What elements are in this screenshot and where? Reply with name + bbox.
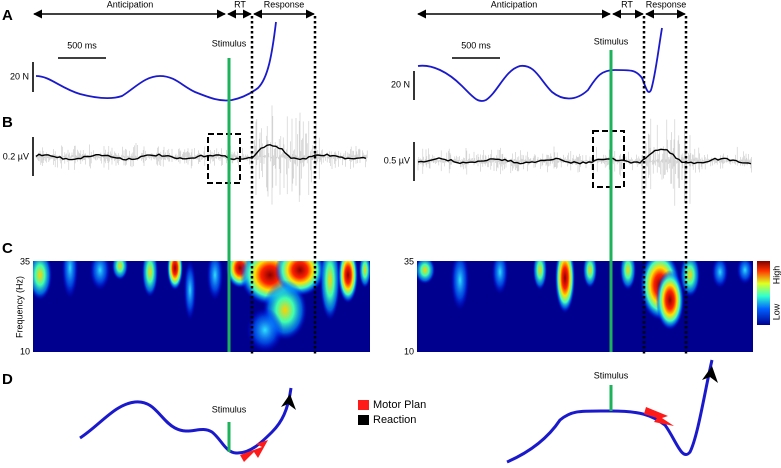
panel-label: C bbox=[2, 240, 13, 257]
legend-swatch bbox=[358, 415, 369, 425]
power-blob bbox=[620, 261, 636, 290]
power-blob bbox=[555, 261, 575, 313]
power-blob bbox=[167, 261, 183, 290]
emg-trace bbox=[35, 105, 368, 205]
force-curve bbox=[417, 27, 663, 102]
power-blob bbox=[492, 261, 508, 294]
power-blob bbox=[656, 270, 684, 330]
force-scale-label: 20 N bbox=[391, 79, 410, 89]
power-blob bbox=[583, 261, 597, 288]
emg-envelope bbox=[35, 143, 367, 161]
emg-scale-label: 0.5 µV bbox=[384, 155, 410, 165]
legend-label: Motor Plan bbox=[373, 399, 426, 411]
power-blob bbox=[737, 261, 753, 284]
phase-label: Response bbox=[646, 0, 687, 9]
movement-curve bbox=[79, 387, 293, 455]
phase-label: RT bbox=[234, 0, 246, 9]
spectrogram bbox=[33, 261, 370, 352]
freq-tick: 35 bbox=[404, 256, 414, 266]
colorbar bbox=[757, 261, 770, 325]
force-curve bbox=[35, 21, 277, 102]
emg-envelope bbox=[417, 148, 752, 165]
power-blob bbox=[712, 261, 728, 288]
legend-label: Reaction bbox=[373, 414, 416, 426]
power-blob bbox=[90, 261, 110, 290]
stimulus-label: Stimulus bbox=[594, 36, 629, 46]
power-blob bbox=[417, 261, 435, 284]
phase-label: RT bbox=[621, 0, 633, 9]
freq-tick: 35 bbox=[20, 256, 30, 266]
freq-axis-label: Frequency (Hz) bbox=[14, 276, 24, 338]
power-blob bbox=[338, 261, 358, 303]
phase-label: Response bbox=[264, 0, 305, 9]
power-blob bbox=[320, 261, 340, 320]
reaction-arrow bbox=[281, 394, 296, 410]
power-blob bbox=[533, 261, 547, 290]
freq-tick: 10 bbox=[404, 346, 414, 356]
emg-scale-label: 0.2 µV bbox=[3, 151, 29, 161]
force-scale-label: 20 N bbox=[10, 71, 29, 81]
phase-label: Anticipation bbox=[107, 0, 154, 9]
colorbar-label: High bbox=[771, 266, 781, 285]
reaction-arrow bbox=[702, 366, 718, 383]
stimulus-label: Stimulus bbox=[212, 38, 247, 48]
power-blob bbox=[451, 261, 469, 310]
time-scale-label: 500 ms bbox=[67, 40, 97, 50]
stimulus-label: Stimulus bbox=[212, 404, 247, 414]
panel-label: B bbox=[2, 114, 13, 131]
colorbar-label: Low bbox=[771, 303, 781, 320]
power-blob bbox=[33, 261, 52, 300]
spectrogram bbox=[417, 261, 753, 352]
power-blob bbox=[680, 261, 700, 297]
motor-plan-arrow bbox=[240, 440, 268, 462]
dashed-box bbox=[592, 130, 625, 188]
power-blob bbox=[184, 261, 196, 320]
panel-label: A bbox=[2, 7, 13, 24]
motor-plan-arrow bbox=[644, 407, 674, 426]
phase-label: Anticipation bbox=[491, 0, 538, 9]
dashed-box bbox=[207, 133, 241, 184]
power-blob bbox=[207, 261, 223, 300]
time-scale-label: 500 ms bbox=[461, 40, 491, 50]
movement-curve bbox=[506, 359, 714, 464]
emg-trace bbox=[417, 118, 752, 206]
freq-tick: 10 bbox=[20, 346, 30, 356]
power-blob bbox=[62, 261, 78, 298]
power-blob bbox=[112, 261, 128, 280]
power-blob bbox=[359, 261, 370, 288]
power-blob bbox=[247, 308, 283, 352]
power-blob bbox=[142, 261, 158, 297]
legend-swatch bbox=[358, 400, 369, 410]
panel-label: D bbox=[2, 371, 13, 388]
stimulus-label: Stimulus bbox=[594, 370, 629, 380]
